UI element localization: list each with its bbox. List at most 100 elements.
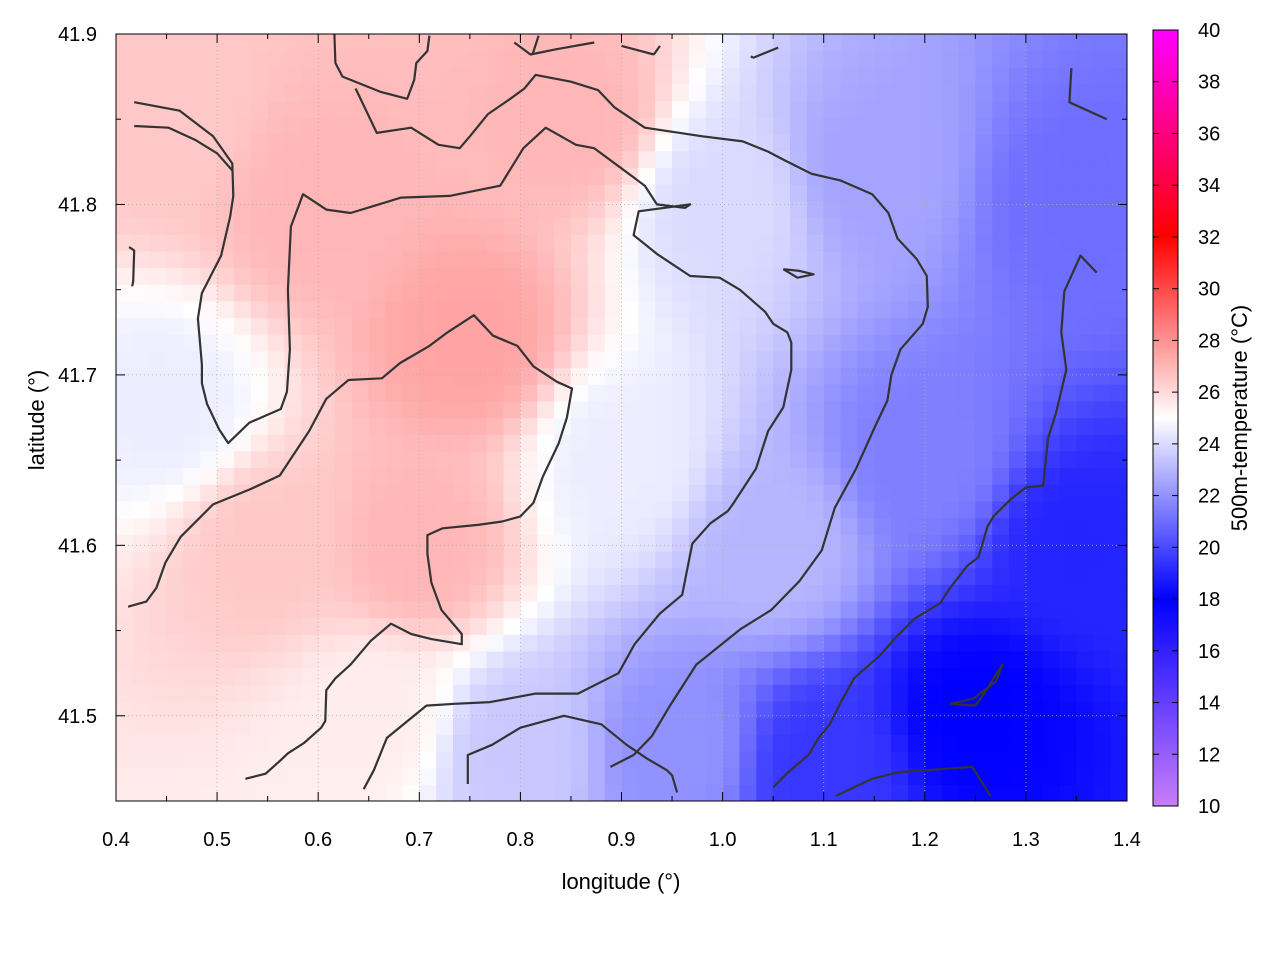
heatmap-cell	[722, 634, 741, 652]
heatmap-cell	[149, 450, 168, 469]
heatmap-cell	[402, 750, 420, 769]
heatmap-cell	[301, 34, 319, 52]
heatmap-cell	[655, 67, 673, 85]
heatmap-cell	[1042, 267, 1061, 285]
heatmap-cell	[1059, 700, 1078, 719]
heatmap-cell	[1110, 84, 1127, 102]
heatmap-cell	[200, 534, 218, 552]
heatmap-cell	[924, 300, 943, 319]
y-tick-label: 41.5	[58, 706, 97, 728]
heatmap-cell	[975, 734, 993, 752]
heatmap-cell	[840, 434, 858, 452]
heatmap-cell	[1093, 284, 1111, 302]
heatmap-cell	[486, 167, 505, 185]
heatmap-cell	[840, 567, 858, 585]
heatmap-cell	[655, 550, 673, 569]
heatmap-cell	[486, 600, 505, 619]
heatmap-cell	[891, 134, 909, 152]
heatmap-cell	[705, 300, 724, 319]
heatmap-cell	[790, 150, 808, 168]
heatmap-cell	[351, 100, 370, 118]
heatmap-cell	[1110, 534, 1127, 552]
heatmap-cell	[621, 500, 639, 519]
heatmap-cell	[840, 117, 858, 135]
heatmap-cell	[183, 317, 201, 335]
heatmap-cell	[773, 334, 791, 352]
heatmap-cell	[756, 234, 774, 252]
heatmap-cell	[992, 517, 1010, 535]
heatmap-cell	[554, 384, 572, 402]
heatmap-cell	[840, 134, 858, 152]
heatmap-cell	[453, 250, 471, 269]
heatmap-cell	[739, 250, 757, 269]
heatmap-cell	[166, 367, 184, 385]
heatmap-cell	[554, 150, 572, 168]
heatmap-cell	[200, 634, 218, 652]
heatmap-cell	[1025, 217, 1044, 235]
heatmap-cell	[132, 317, 151, 335]
heatmap-cell	[1042, 84, 1061, 102]
heatmap-cell	[857, 600, 875, 619]
heatmap-cell	[756, 717, 774, 735]
heatmap-cell	[351, 500, 370, 519]
x-axis-label: longitude (°)	[562, 869, 681, 894]
heatmap-cell	[1009, 334, 1027, 352]
heatmap-cell	[486, 317, 505, 335]
heatmap-cell	[756, 617, 774, 635]
heatmap-cell	[351, 667, 370, 685]
heatmap-cell	[638, 367, 656, 385]
heatmap-cell	[941, 717, 960, 735]
heatmap-cell	[1110, 67, 1127, 85]
heatmap-cell	[840, 650, 858, 669]
heatmap-cell	[823, 84, 842, 102]
heatmap-cell	[166, 700, 184, 719]
heatmap-cell	[621, 517, 639, 535]
heatmap-cell	[318, 767, 336, 785]
heatmap-cell	[604, 450, 623, 469]
heatmap-cell	[907, 634, 926, 652]
heatmap-cell	[419, 767, 437, 785]
heatmap-cell	[183, 34, 201, 52]
heatmap-cell	[621, 550, 639, 569]
heatmap-cell	[672, 667, 690, 685]
heatmap-cell	[1042, 300, 1061, 319]
heatmap-cell	[941, 467, 960, 485]
heatmap-cell	[1110, 567, 1127, 585]
heatmap-cell	[587, 450, 606, 469]
heatmap-cell	[503, 317, 521, 335]
heatmap-cell	[116, 50, 134, 68]
heatmap-cell	[284, 67, 302, 85]
heatmap-cell	[823, 450, 842, 469]
contour-line	[513, 41, 595, 56]
heatmap-cell	[116, 717, 134, 735]
heatmap-cell	[402, 250, 420, 269]
heatmap-cell	[419, 200, 437, 219]
colorbar-tick-label: 14	[1198, 693, 1220, 715]
heatmap-cell	[992, 550, 1010, 569]
heatmap-cell	[604, 150, 623, 168]
heatmap-cell	[183, 467, 201, 485]
heatmap-cell	[756, 134, 774, 152]
heatmap-cell	[705, 450, 724, 469]
heatmap-cell	[1076, 317, 1094, 335]
heatmap-cell	[672, 50, 690, 68]
heatmap-cell	[1076, 284, 1094, 302]
heatmap-cell	[790, 67, 808, 85]
heatmap-cell	[351, 34, 370, 52]
heatmap-cell	[436, 350, 454, 369]
heatmap-cell	[200, 467, 218, 485]
heatmap-cell	[351, 167, 370, 185]
colorbar-tick-label: 10	[1198, 796, 1220, 818]
heatmap-cell	[941, 400, 960, 419]
heatmap-cell	[183, 534, 201, 552]
heatmap-cell	[149, 617, 168, 635]
heatmap-cell	[806, 784, 825, 801]
heatmap-cell	[688, 650, 707, 669]
heatmap-cell	[773, 67, 791, 85]
heatmap-cell	[335, 317, 353, 335]
heatmap-cell	[604, 417, 623, 435]
heatmap-cell	[402, 634, 420, 652]
heatmap-cell	[806, 517, 825, 535]
heatmap-cell	[149, 584, 168, 602]
heatmap-cell	[284, 467, 302, 485]
